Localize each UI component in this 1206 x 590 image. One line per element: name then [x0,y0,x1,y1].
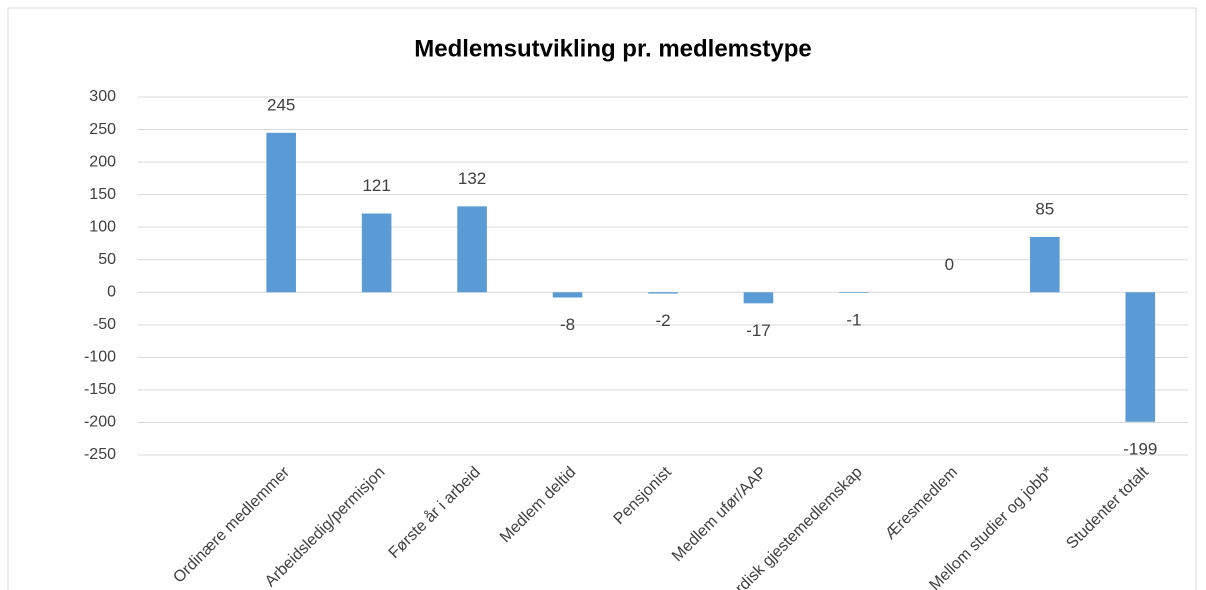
bar [743,292,774,304]
data-label: -1 [846,310,861,329]
bar [457,206,487,293]
y-tick-label: 50 [98,251,116,268]
y-tick-label: 200 [89,153,116,170]
bar [552,292,583,298]
y-tick-label: -150 [84,381,116,398]
y-tick-label: 300 [89,88,116,105]
chart-title: Medlemsutvikling pr. medlemstype [414,35,811,62]
y-tick-label: -200 [84,414,116,431]
y-tick-label: -50 [93,316,116,333]
y-tick-label: -100 [84,349,116,366]
y-tick-label: 0 [107,283,116,300]
data-label: -8 [560,315,575,334]
bar [648,292,678,294]
bar [1125,292,1156,422]
y-tick-label: 250 [89,121,116,138]
data-label: 245 [267,95,295,114]
bar [361,213,392,293]
data-label: 121 [362,176,390,195]
y-tick-label: -250 [84,446,116,463]
bar [839,292,869,293]
data-label: 132 [458,169,486,188]
bar [266,132,296,293]
data-label: -17 [746,321,771,340]
y-tick-label: 150 [89,186,116,203]
data-label: 0 [945,255,954,274]
data-label: -2 [655,311,670,330]
y-tick-label: 100 [89,218,116,235]
bar [1030,236,1060,293]
data-label: -199 [1123,439,1157,458]
data-label: 85 [1035,199,1054,218]
chart-frame [7,7,1197,590]
